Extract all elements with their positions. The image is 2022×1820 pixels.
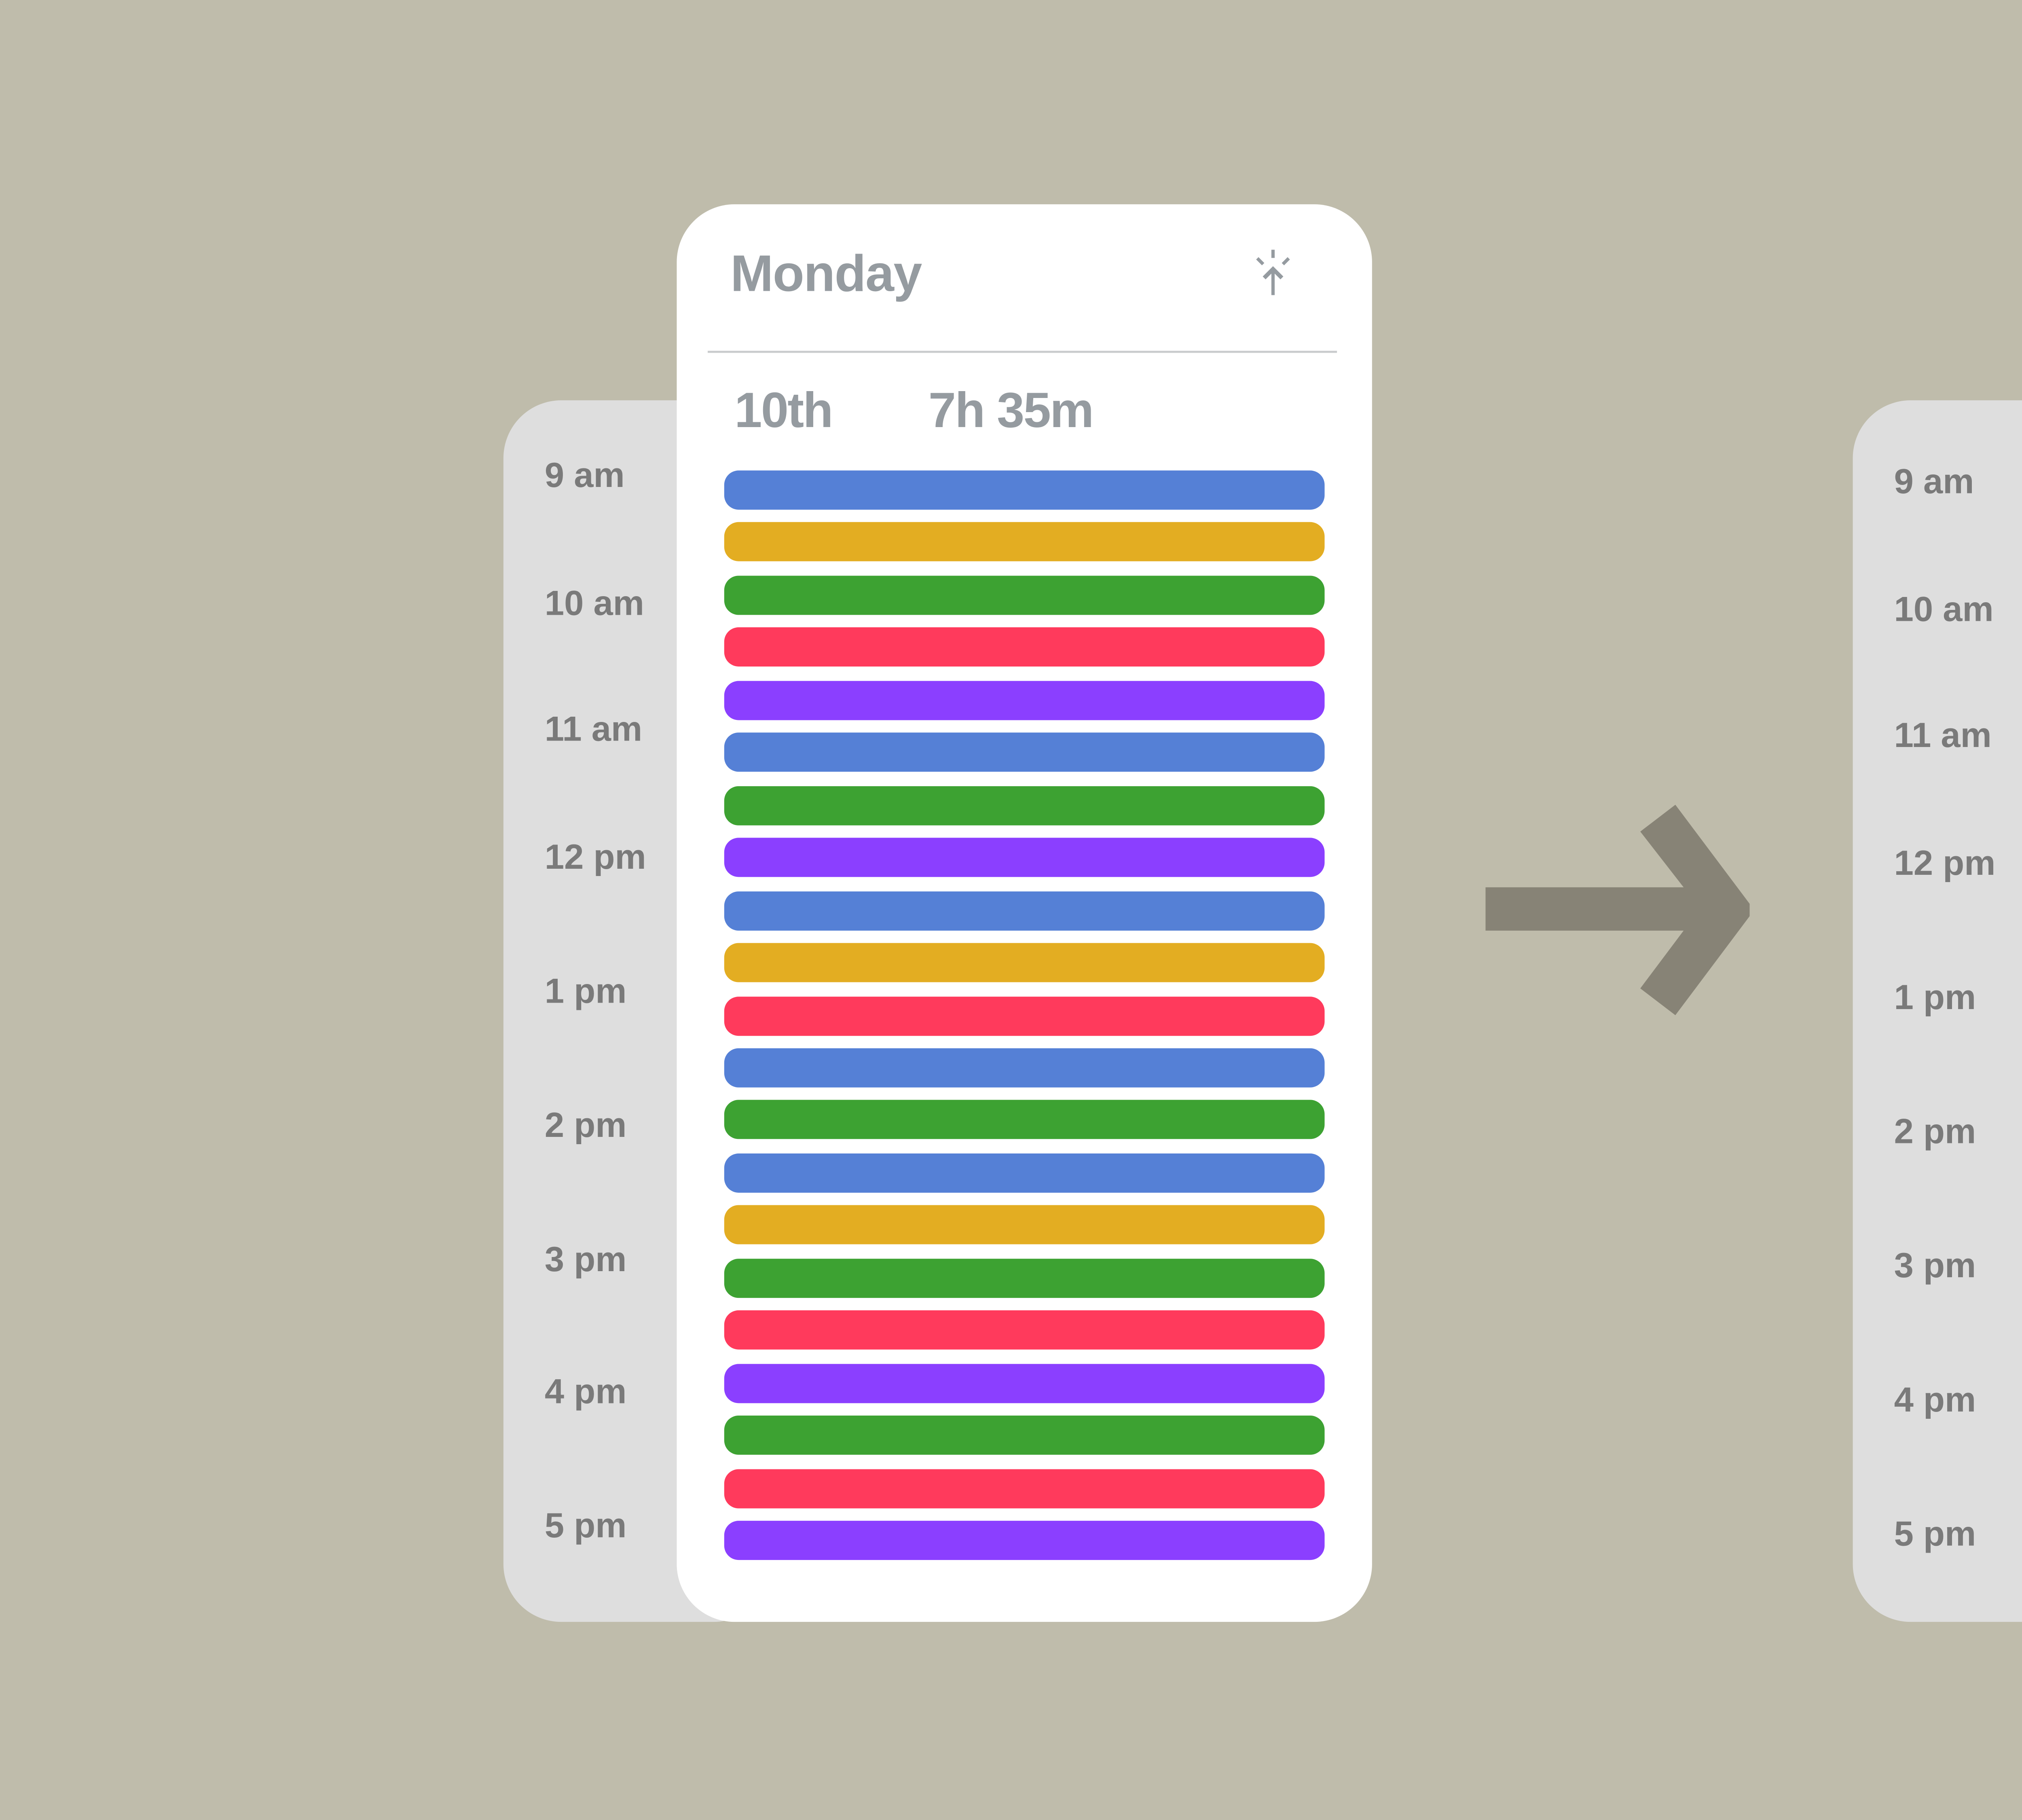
time-label: 11 am bbox=[1894, 716, 1992, 756]
time-label: 4 pm bbox=[544, 1372, 627, 1412]
event-bar-red[interactable] bbox=[724, 1468, 1325, 1508]
before-day-card: Monday 10th 7h 35m bbox=[677, 204, 1372, 1622]
time-label: 11 am bbox=[544, 710, 643, 749]
time-label: 5 pm bbox=[1894, 1514, 1976, 1554]
time-label: 10 am bbox=[1894, 590, 1994, 630]
event-bar-green[interactable] bbox=[724, 1100, 1325, 1140]
day-title: Monday bbox=[730, 245, 922, 303]
event-bar-green[interactable] bbox=[724, 575, 1325, 615]
event-bar-yellow[interactable] bbox=[724, 523, 1325, 562]
event-bar-purple[interactable] bbox=[724, 680, 1325, 720]
event-bar-green[interactable] bbox=[724, 785, 1325, 825]
header-divider bbox=[707, 351, 1337, 353]
duration-label: 7h 35m bbox=[928, 383, 1094, 440]
time-label: 2 pm bbox=[544, 1106, 627, 1145]
time-label: 9 am bbox=[1894, 462, 1974, 502]
time-label: 1 pm bbox=[1894, 978, 1976, 1018]
event-bar-blue[interactable] bbox=[724, 890, 1325, 930]
right-arrow-icon bbox=[1485, 804, 1750, 1016]
after-time-gutter bbox=[1853, 400, 2022, 1622]
time-label: 10 am bbox=[544, 584, 644, 623]
event-bar-green[interactable] bbox=[724, 1416, 1325, 1455]
event-bar-yellow[interactable] bbox=[724, 943, 1325, 982]
event-bar-blue[interactable] bbox=[724, 1153, 1325, 1193]
event-bar-green[interactable] bbox=[724, 1258, 1325, 1297]
event-bar-yellow[interactable] bbox=[724, 1206, 1325, 1245]
time-label: 5 pm bbox=[544, 1506, 627, 1546]
boost-up-arrow-icon[interactable] bbox=[1252, 250, 1294, 299]
event-bar-red[interactable] bbox=[724, 628, 1325, 667]
time-label: 3 pm bbox=[544, 1240, 627, 1280]
event-bar-red[interactable] bbox=[724, 995, 1325, 1035]
time-label: 1 pm bbox=[544, 972, 627, 1011]
event-bar-purple[interactable] bbox=[724, 838, 1325, 878]
event-bar-blue[interactable] bbox=[724, 733, 1325, 772]
event-bar-blue[interactable] bbox=[724, 1048, 1325, 1088]
time-label: 4 pm bbox=[1894, 1380, 1976, 1420]
time-label: 12 pm bbox=[544, 838, 646, 877]
event-bar-purple[interactable] bbox=[724, 1521, 1325, 1560]
date-label: 10th bbox=[734, 383, 833, 440]
time-label: 2 pm bbox=[1894, 1112, 1976, 1151]
event-bar-purple[interactable] bbox=[724, 1363, 1325, 1403]
event-bar-blue[interactable] bbox=[724, 470, 1325, 510]
event-bar-red[interactable] bbox=[724, 1310, 1325, 1350]
time-label: 3 pm bbox=[1894, 1246, 1976, 1286]
time-label: 9 am bbox=[544, 456, 625, 495]
time-label: 12 pm bbox=[1894, 844, 1996, 883]
